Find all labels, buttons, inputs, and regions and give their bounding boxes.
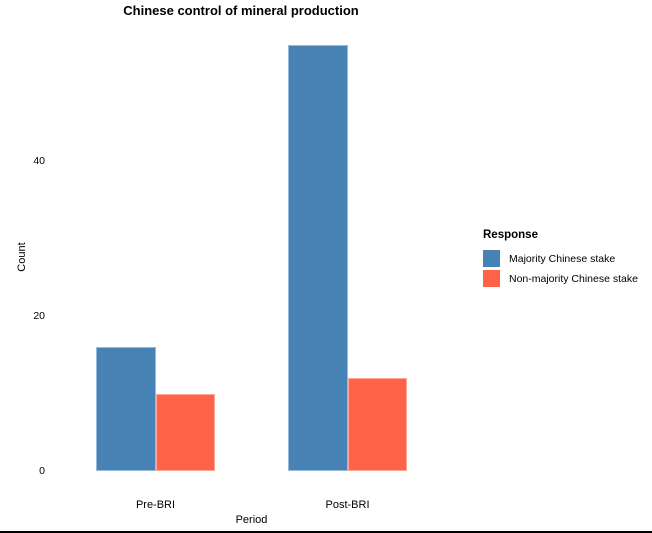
legend-swatch-non-majority [483, 270, 500, 287]
legend-label-majority: Majority Chinese stake [509, 252, 616, 265]
legend-item-non-majority: Non-majority Chinese stake [483, 270, 638, 287]
bar-pre-bri-majority [96, 347, 156, 471]
legend-title: Response [483, 229, 538, 241]
y-tick-label-0: 0 [39, 465, 45, 477]
legend-label-non-majority: Non-majority Chinese stake [509, 272, 638, 285]
window-bottom-border [0, 531, 652, 533]
x-tick-label-post-bri: Post-BRI [325, 499, 370, 511]
bar-post-bri-non-majority [347, 378, 407, 471]
legend: Response Majority Chinese stake Non-major… [483, 228, 638, 290]
bar-pre-bri-non-majority [155, 393, 215, 471]
y-tick-label-20: 20 [33, 310, 45, 322]
bar-post-bri-majority [288, 44, 348, 471]
chart-title: Chinese control of mineral production [123, 3, 359, 18]
y-axis-title: Count [16, 242, 28, 272]
x-tick-label-pre-bri: Pre-BRI [135, 499, 176, 511]
legend-swatch-majority [483, 250, 500, 267]
legend-items: Majority Chinese stake Non-majority Chine… [483, 250, 638, 287]
legend-item-majority: Majority Chinese stake [483, 250, 638, 267]
y-tick-label-40: 40 [33, 155, 45, 167]
x-axis-title: Period [235, 514, 268, 526]
